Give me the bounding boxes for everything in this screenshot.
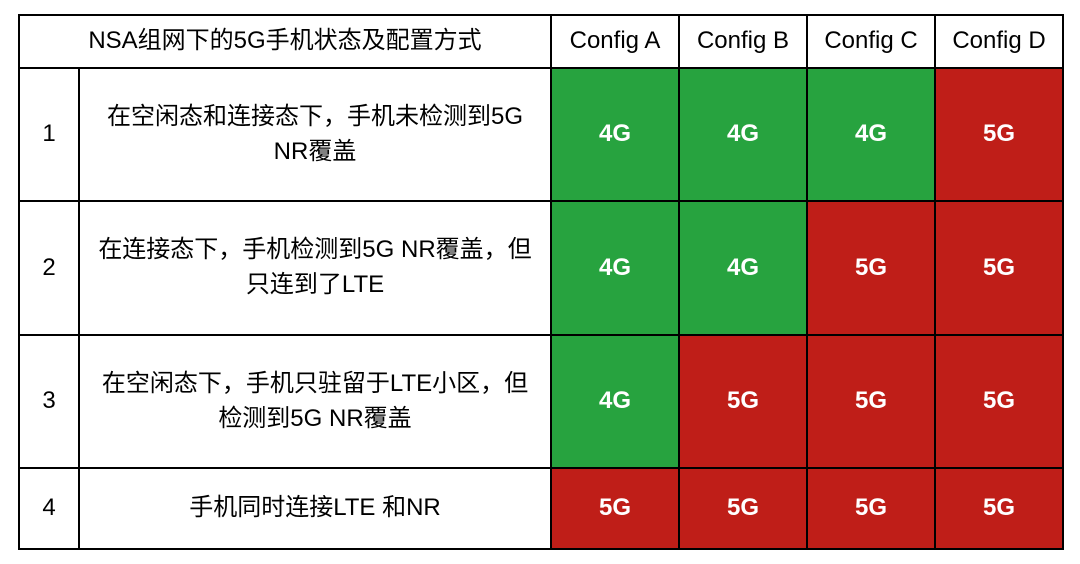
row-description: 在连接态下，手机检测到5G NR覆盖，但只连到了LTE <box>79 201 551 335</box>
status-cell: 5G <box>935 335 1063 469</box>
status-cell: 5G <box>807 201 935 335</box>
status-cell: 5G <box>807 335 935 469</box>
status-cell: 5G <box>935 68 1063 202</box>
header-config-b: Config B <box>679 15 807 68</box>
status-cell: 5G <box>935 201 1063 335</box>
header-config-d: Config D <box>935 15 1063 68</box>
status-cell: 5G <box>807 468 935 549</box>
status-cell: 4G <box>679 68 807 202</box>
row-index: 1 <box>19 68 79 202</box>
table-row: 1在空闲态和连接态下，手机未检测到5G NR覆盖4G4G4G5G <box>19 68 1063 202</box>
nsa-5g-config-table: NSA组网下的5G手机状态及配置方式 Config A Config B Con… <box>18 14 1064 550</box>
table-row: 3在空闲态下，手机只驻留于LTE小区，但检测到5G NR覆盖4G5G5G5G <box>19 335 1063 469</box>
row-description: 手机同时连接LTE 和NR <box>79 468 551 549</box>
header-config-a: Config A <box>551 15 679 68</box>
status-cell: 5G <box>551 468 679 549</box>
status-cell: 4G <box>807 68 935 202</box>
status-cell: 4G <box>551 68 679 202</box>
row-index: 4 <box>19 468 79 549</box>
header-description: NSA组网下的5G手机状态及配置方式 <box>19 15 551 68</box>
status-cell: 4G <box>679 201 807 335</box>
row-index: 3 <box>19 335 79 469</box>
status-cell: 5G <box>935 468 1063 549</box>
table-body: 1在空闲态和连接态下，手机未检测到5G NR覆盖4G4G4G5G2在连接态下，手… <box>19 68 1063 549</box>
header-config-c: Config C <box>807 15 935 68</box>
row-index: 2 <box>19 201 79 335</box>
table-row: 2在连接态下，手机检测到5G NR覆盖，但只连到了LTE4G4G5G5G <box>19 201 1063 335</box>
row-description: 在空闲态和连接态下，手机未检测到5G NR覆盖 <box>79 68 551 202</box>
table-row: 4手机同时连接LTE 和NR5G5G5G5G <box>19 468 1063 549</box>
row-description: 在空闲态下，手机只驻留于LTE小区，但检测到5G NR覆盖 <box>79 335 551 469</box>
status-cell: 4G <box>551 201 679 335</box>
status-cell: 5G <box>679 335 807 469</box>
table-header-row: NSA组网下的5G手机状态及配置方式 Config A Config B Con… <box>19 15 1063 68</box>
status-cell: 5G <box>679 468 807 549</box>
status-cell: 4G <box>551 335 679 469</box>
